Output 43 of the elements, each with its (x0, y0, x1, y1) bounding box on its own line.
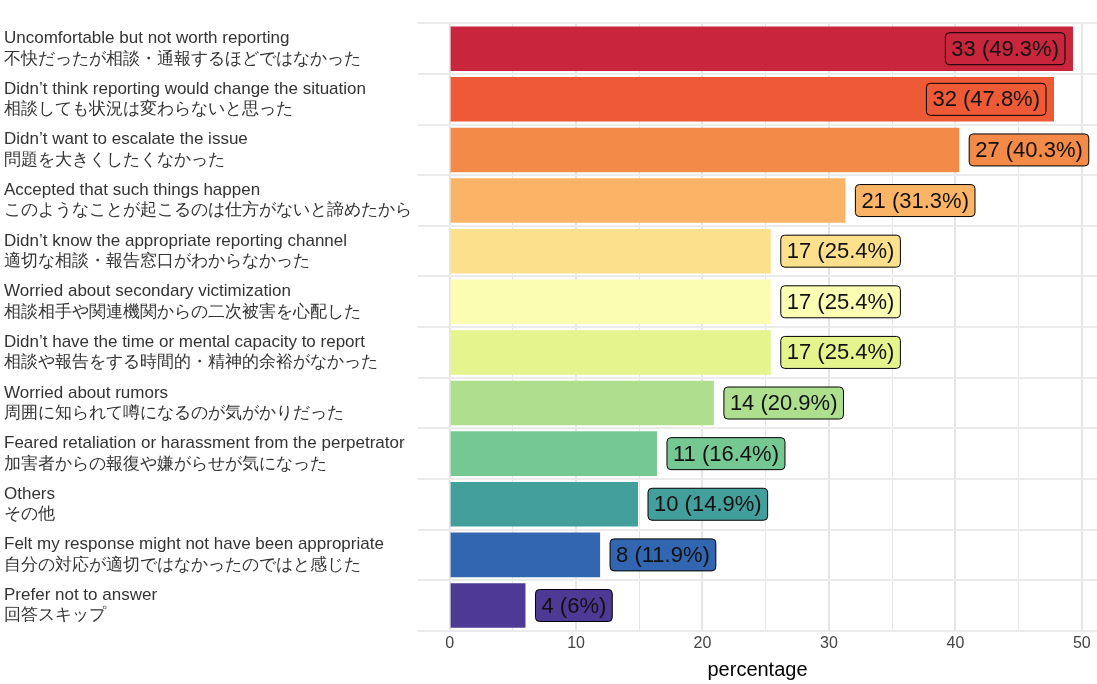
bar (450, 583, 526, 628)
data-label: 17 (25.4%) (786, 238, 895, 264)
x-axis-title: percentage (707, 657, 808, 680)
bar (450, 330, 771, 375)
bar (450, 481, 639, 527)
x-tick-label: 40 (946, 633, 965, 651)
y-tick-label: Worried about rumors 周囲に知られて噂になるのが気がかりだった (4, 382, 344, 422)
y-tick-label: Prefer not to answer 回答スキップ (4, 584, 158, 625)
y-tick-label: Uncomfortable but not worth reporting 不快だったが相談・通報するほどではなかった (4, 28, 361, 68)
y-tick-label: Felt my response might not have been appropriate 自分の対応が適切ではなかったのではと感じた (4, 534, 384, 574)
bar (450, 431, 657, 476)
bar (450, 77, 1055, 122)
y-tick-label: Feared retaliation or harassment from the perpetrator 加害者からの報復や嫌がらせが気になった (4, 433, 405, 473)
y-tick-label: Didn’t have the time or mental capacity to report 相談や報告をする時間的・精神的余裕がなかった (4, 331, 378, 372)
data-label: 32 (47.8%) (932, 86, 1041, 112)
data-label: 17 (25.4%) (786, 339, 895, 365)
data-label: 8 (11.9%) (616, 541, 710, 567)
bar (450, 532, 601, 578)
x-tick-label: 20 (693, 633, 712, 651)
x-tick-label: 0 (445, 633, 455, 651)
bar (450, 127, 960, 173)
y-tick-label: Didn’t want to escalate the issue 問題を大きくしたくなかった (4, 129, 248, 169)
bar (450, 26, 1073, 71)
y-tick-label: Didn’t think reporting would change the situation 相談しても状況は変わらないと思った (4, 78, 366, 119)
y-tick-label: Didn’t know the appropriate reporting channel 適切な相談・報告窓口がわからなかった (4, 230, 348, 271)
bar (450, 228, 771, 274)
data-label: 17 (25.4%) (786, 288, 895, 314)
data-label: 14 (20.9%) (729, 390, 838, 416)
x-tick-label: 50 (1072, 633, 1091, 651)
y-tick-label: Worried about secondary victimization 相談相手や関連機関からの二次被害を心配した (4, 281, 361, 321)
data-label: 11 (16.4%) (672, 440, 779, 466)
y-tick-label: Accepted that such things happen このようなことが起こるのは仕方がないと諦めたから (4, 180, 412, 220)
bar (450, 178, 846, 223)
x-tick-label: 30 (820, 633, 838, 651)
bar (450, 380, 714, 426)
bar (450, 279, 771, 325)
x-tick-label: 10 (567, 633, 586, 651)
data-label: 10 (14.9%) (654, 491, 762, 517)
y-tick-label: Others その他 (4, 483, 56, 524)
data-label: 4 (6%) (541, 592, 607, 618)
data-label: 27 (40.3%) (975, 137, 1083, 162)
data-label: 33 (49.3%) (951, 35, 1059, 61)
data-label: 21 (31.3%) (861, 187, 969, 213)
